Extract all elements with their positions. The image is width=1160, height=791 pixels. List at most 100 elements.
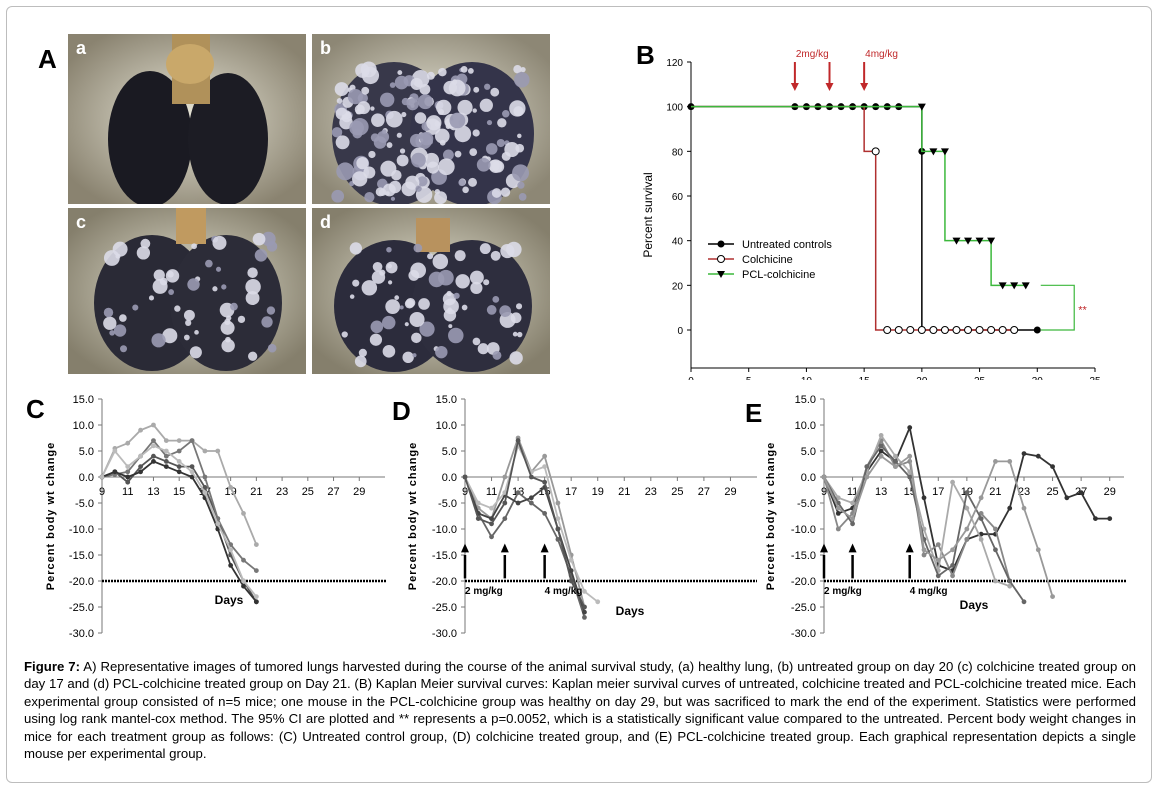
data-point (964, 490, 970, 495)
data-point (151, 443, 156, 449)
data-point (1007, 505, 1013, 511)
tumor-nodule (334, 82, 349, 97)
tumor-nodule (371, 113, 385, 127)
tumor-nodule (438, 67, 447, 77)
data-point (189, 474, 195, 480)
x-tick-label: 19 (592, 486, 604, 498)
pcl-lung-image (312, 208, 550, 374)
data-point (555, 526, 561, 532)
tumor-nodule (347, 88, 363, 105)
tumor-nodule (194, 330, 199, 335)
tumor-nodule (331, 127, 343, 138)
tumor-nodule (151, 333, 166, 348)
data-point (850, 521, 855, 527)
tumor-nodule (396, 154, 409, 167)
tumor-nodule (443, 309, 457, 322)
data-point (228, 547, 234, 553)
series-line (464, 476, 586, 613)
survival-chart: 02040608010012005101520253035DaysPercent… (641, 49, 1101, 380)
tumor-nodule (513, 72, 530, 88)
data-point (1021, 282, 1030, 290)
data-point (241, 557, 246, 563)
tumor-nodule (331, 189, 345, 203)
x-tick-label: 9 (821, 486, 827, 498)
data-point (864, 474, 870, 480)
data-point (935, 542, 941, 547)
y-axis-label: Percent body wt change (765, 442, 777, 591)
tumor-nodule (491, 188, 502, 198)
data-point (151, 459, 156, 464)
tumor-nodule (486, 119, 493, 126)
tumor-nodule (109, 330, 115, 336)
tumor-nodule (405, 175, 420, 190)
data-point (1007, 583, 1013, 589)
tumor-nodule (103, 316, 117, 330)
tumor-nodule (408, 270, 420, 281)
tumor-nodule (379, 269, 386, 276)
data-point (850, 516, 855, 521)
tumor-nodule (212, 235, 227, 250)
tumor-nodule (462, 186, 469, 194)
data-point (555, 516, 561, 521)
tumor-nodule (382, 315, 396, 330)
data-point (917, 326, 926, 334)
data-point (883, 326, 892, 334)
data-point (993, 547, 998, 553)
x-tick-label: 35 (1089, 376, 1101, 380)
data-point (215, 448, 221, 454)
photo-label: d (320, 212, 331, 232)
photo-label: b (320, 38, 331, 58)
data-point (878, 453, 884, 459)
tumor-nodule (479, 98, 493, 112)
dose-arrowhead (820, 543, 828, 553)
tumor-nodule (448, 324, 453, 329)
x-tick-label: 0 (688, 376, 694, 380)
tumor-nodule (397, 70, 403, 76)
tumor-nodule (237, 315, 246, 324)
tumor-nodule (520, 66, 526, 73)
y-tick-label: -30.0 (791, 628, 816, 640)
data-point (893, 464, 898, 469)
data-point (125, 469, 131, 475)
x-tick-label: 25 (1046, 486, 1058, 498)
tumor-nodule (113, 324, 127, 337)
tumor-nodule (221, 284, 227, 290)
data-point (864, 464, 870, 469)
data-point (993, 459, 998, 464)
x-tick-label: 25 (974, 376, 986, 380)
data-point (228, 563, 234, 568)
x-tick-label: 17 (932, 486, 944, 498)
tumor-nodule (205, 259, 213, 268)
x-tick-label: 15 (859, 376, 871, 380)
tumor-nodule (361, 280, 378, 296)
data-point (917, 103, 926, 111)
data-point (163, 464, 169, 469)
dose-arrowhead (860, 83, 869, 91)
tumor-nodule (426, 161, 440, 174)
data-point (515, 438, 521, 443)
tumor-nodule (386, 246, 392, 253)
tumor-nodule (349, 294, 355, 299)
tumor-nodule (103, 307, 114, 318)
tumor-nodule (479, 243, 491, 255)
y-tick-label: -30.0 (432, 628, 457, 640)
data-point (215, 521, 221, 527)
tumor-nodule (261, 316, 273, 328)
tumor-nodule (385, 299, 401, 314)
y-tick-label: 0.0 (79, 472, 94, 484)
tumor-nodule (434, 191, 448, 204)
dose-arrowhead (825, 83, 834, 91)
data-point (253, 594, 259, 599)
tumor-nodule (417, 94, 433, 110)
tumor-nodule (449, 112, 466, 129)
data-point (202, 490, 208, 495)
tumor-nodule (426, 115, 442, 131)
data-point (987, 237, 996, 245)
legend-marker (717, 271, 725, 278)
tumor-nodule (477, 343, 489, 355)
y-tick-label: 10.0 (795, 420, 816, 432)
x-tick-label: 23 (1018, 486, 1030, 498)
data-point (1007, 578, 1013, 584)
tumor-nodule (469, 270, 484, 285)
y-tick-label: 5.0 (442, 446, 457, 458)
